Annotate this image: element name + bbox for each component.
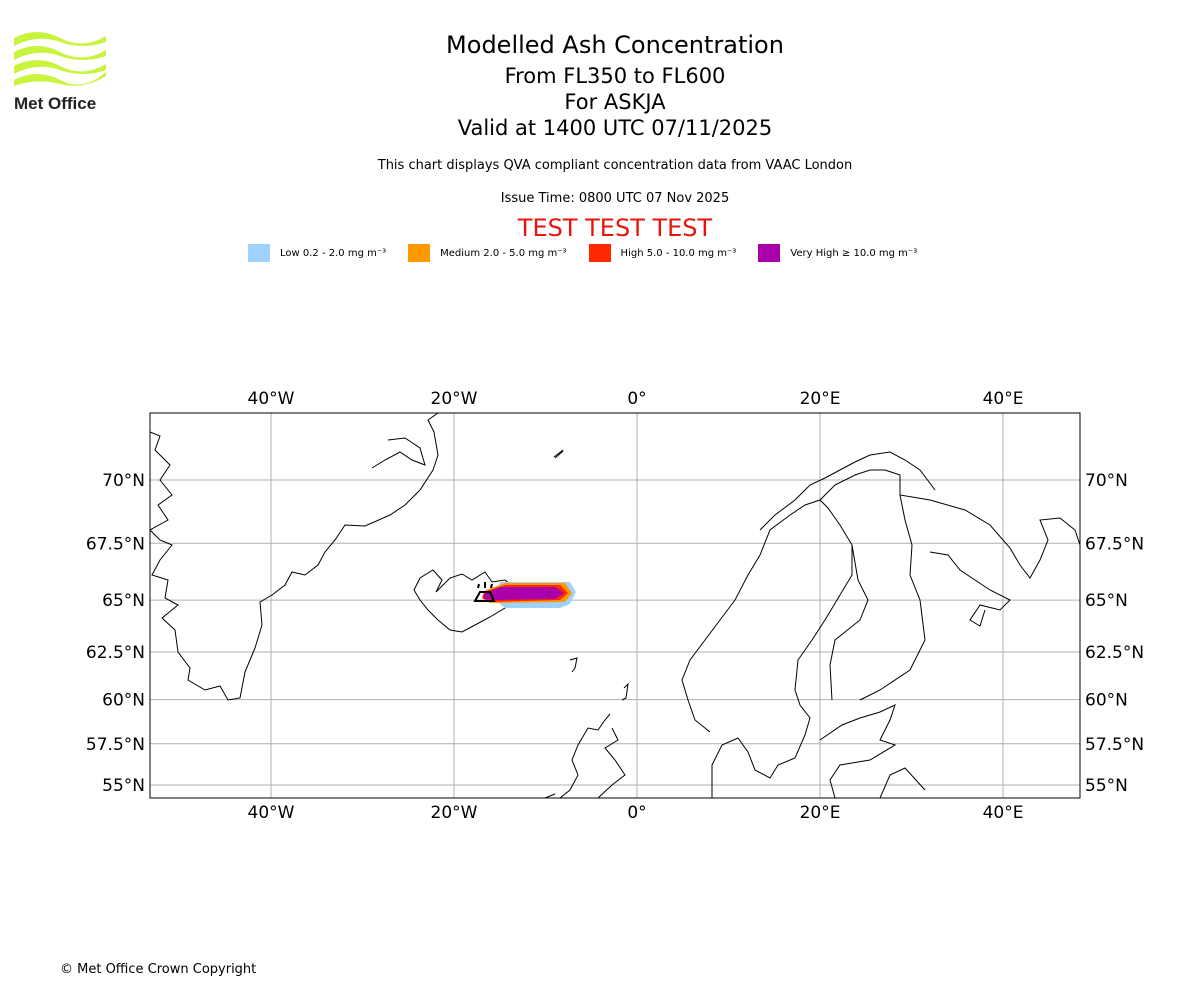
issue-time: Issue Time: 0800 UTC 07 Nov 2025 xyxy=(500,191,730,206)
chart-description: This chart displays QVA compliant concen… xyxy=(377,158,853,173)
legend-swatch xyxy=(758,244,781,262)
graticule xyxy=(150,413,1080,798)
lon-tick-label: 20°E xyxy=(800,803,841,823)
coast-jan-mayen xyxy=(553,449,564,459)
lat-tick-label: 60°N xyxy=(102,691,145,711)
lon-tick-label: 0° xyxy=(627,389,646,409)
coastlines xyxy=(150,413,1080,798)
legend-label: High 5.0 - 10.0 mg m⁻³ xyxy=(620,247,737,259)
lat-tick-label: 65°N xyxy=(1085,591,1128,611)
lon-tick-label: 20°W xyxy=(431,803,478,823)
lon-tick-label: 20°W xyxy=(431,389,478,409)
coast-greenland-fjord xyxy=(371,437,426,469)
lon-tick-label: 0° xyxy=(627,803,646,823)
lat-tick-label: 57.5°N xyxy=(1085,735,1144,755)
lat-tick-label: 57.5°N xyxy=(86,735,145,755)
lat-tick-label: 62.5°N xyxy=(1085,643,1144,663)
coast-norway-north xyxy=(759,451,936,531)
map-frame xyxy=(149,412,1081,799)
valid-time: Valid at 1400 UTC 07/11/2025 xyxy=(457,116,773,140)
legend-item-medium: Medium 2.0 - 5.0 mg m⁻³ xyxy=(408,244,567,262)
lon-tick-label: 40°E xyxy=(983,803,1024,823)
lat-tick-label: 60°N xyxy=(1085,691,1128,711)
lat-tick-label: 55°N xyxy=(102,776,145,796)
coast-norway xyxy=(681,469,1080,798)
lat-tick-label: 70°N xyxy=(102,471,145,491)
lat-tick-label: 70°N xyxy=(1085,471,1128,491)
plume-very-high xyxy=(484,587,564,600)
axis-labels: 40°W 40°W 20°W 20°W 0° 0° 20°E 20°E 40°E 40°E 70°N… xyxy=(86,389,1144,823)
legend-swatch xyxy=(248,244,270,262)
lat-tick-label: 62.5°N xyxy=(86,643,145,663)
coast-russia-white-sea xyxy=(929,551,1011,627)
border-sweden-finland xyxy=(829,494,926,701)
met-office-logo: Met Office xyxy=(14,30,106,116)
coast-greenland xyxy=(150,413,439,701)
met-office-wave-icon: Met Office xyxy=(14,32,106,113)
lat-tick-label: 67.5°N xyxy=(1085,534,1144,554)
svg-text:Met Office: Met Office xyxy=(14,94,96,112)
volcano-name: For ASKJA xyxy=(564,90,666,114)
copyright: © Met Office Crown Copyright xyxy=(60,962,257,977)
test-banner: TEST TEST TEST xyxy=(517,214,713,242)
legend-label: Very High ≥ 10.0 mg m⁻³ xyxy=(790,247,918,259)
legend-item-low: Low 0.2 - 2.0 mg m⁻³ xyxy=(248,244,386,262)
volcano-marker-icon xyxy=(473,582,496,602)
legend-item-very-high: Very High ≥ 10.0 mg m⁻³ xyxy=(758,244,917,262)
lon-tick-label: 40°W xyxy=(248,389,295,409)
lon-tick-label: 20°E xyxy=(800,389,841,409)
lon-tick-label: 40°E xyxy=(983,389,1024,409)
lon-tick-label: 40°W xyxy=(248,803,295,823)
ash-plume xyxy=(482,582,576,608)
lat-tick-label: 65°N xyxy=(102,591,145,611)
coast-britain xyxy=(544,713,626,798)
legend-label: Medium 2.0 - 5.0 mg m⁻³ xyxy=(440,247,567,259)
lat-tick-label: 67.5°N xyxy=(86,534,145,554)
legend: Low 0.2 - 2.0 mg m⁻³ Medium 2.0 - 5.0 mg… xyxy=(248,244,939,262)
legend-swatch xyxy=(408,244,431,262)
coast-faroes xyxy=(569,657,578,673)
legend-item-high: High 5.0 - 10.0 mg m⁻³ xyxy=(588,244,737,262)
chart-title: Modelled Ash Concentration xyxy=(446,31,784,59)
coast-shetland xyxy=(621,682,629,701)
coast-baltic xyxy=(819,704,926,798)
legend-swatch xyxy=(588,244,611,262)
flight-levels: From FL350 to FL600 xyxy=(504,64,726,88)
lat-tick-label: 55°N xyxy=(1085,776,1128,796)
legend-label: Low 0.2 - 2.0 mg m⁻³ xyxy=(280,247,387,259)
